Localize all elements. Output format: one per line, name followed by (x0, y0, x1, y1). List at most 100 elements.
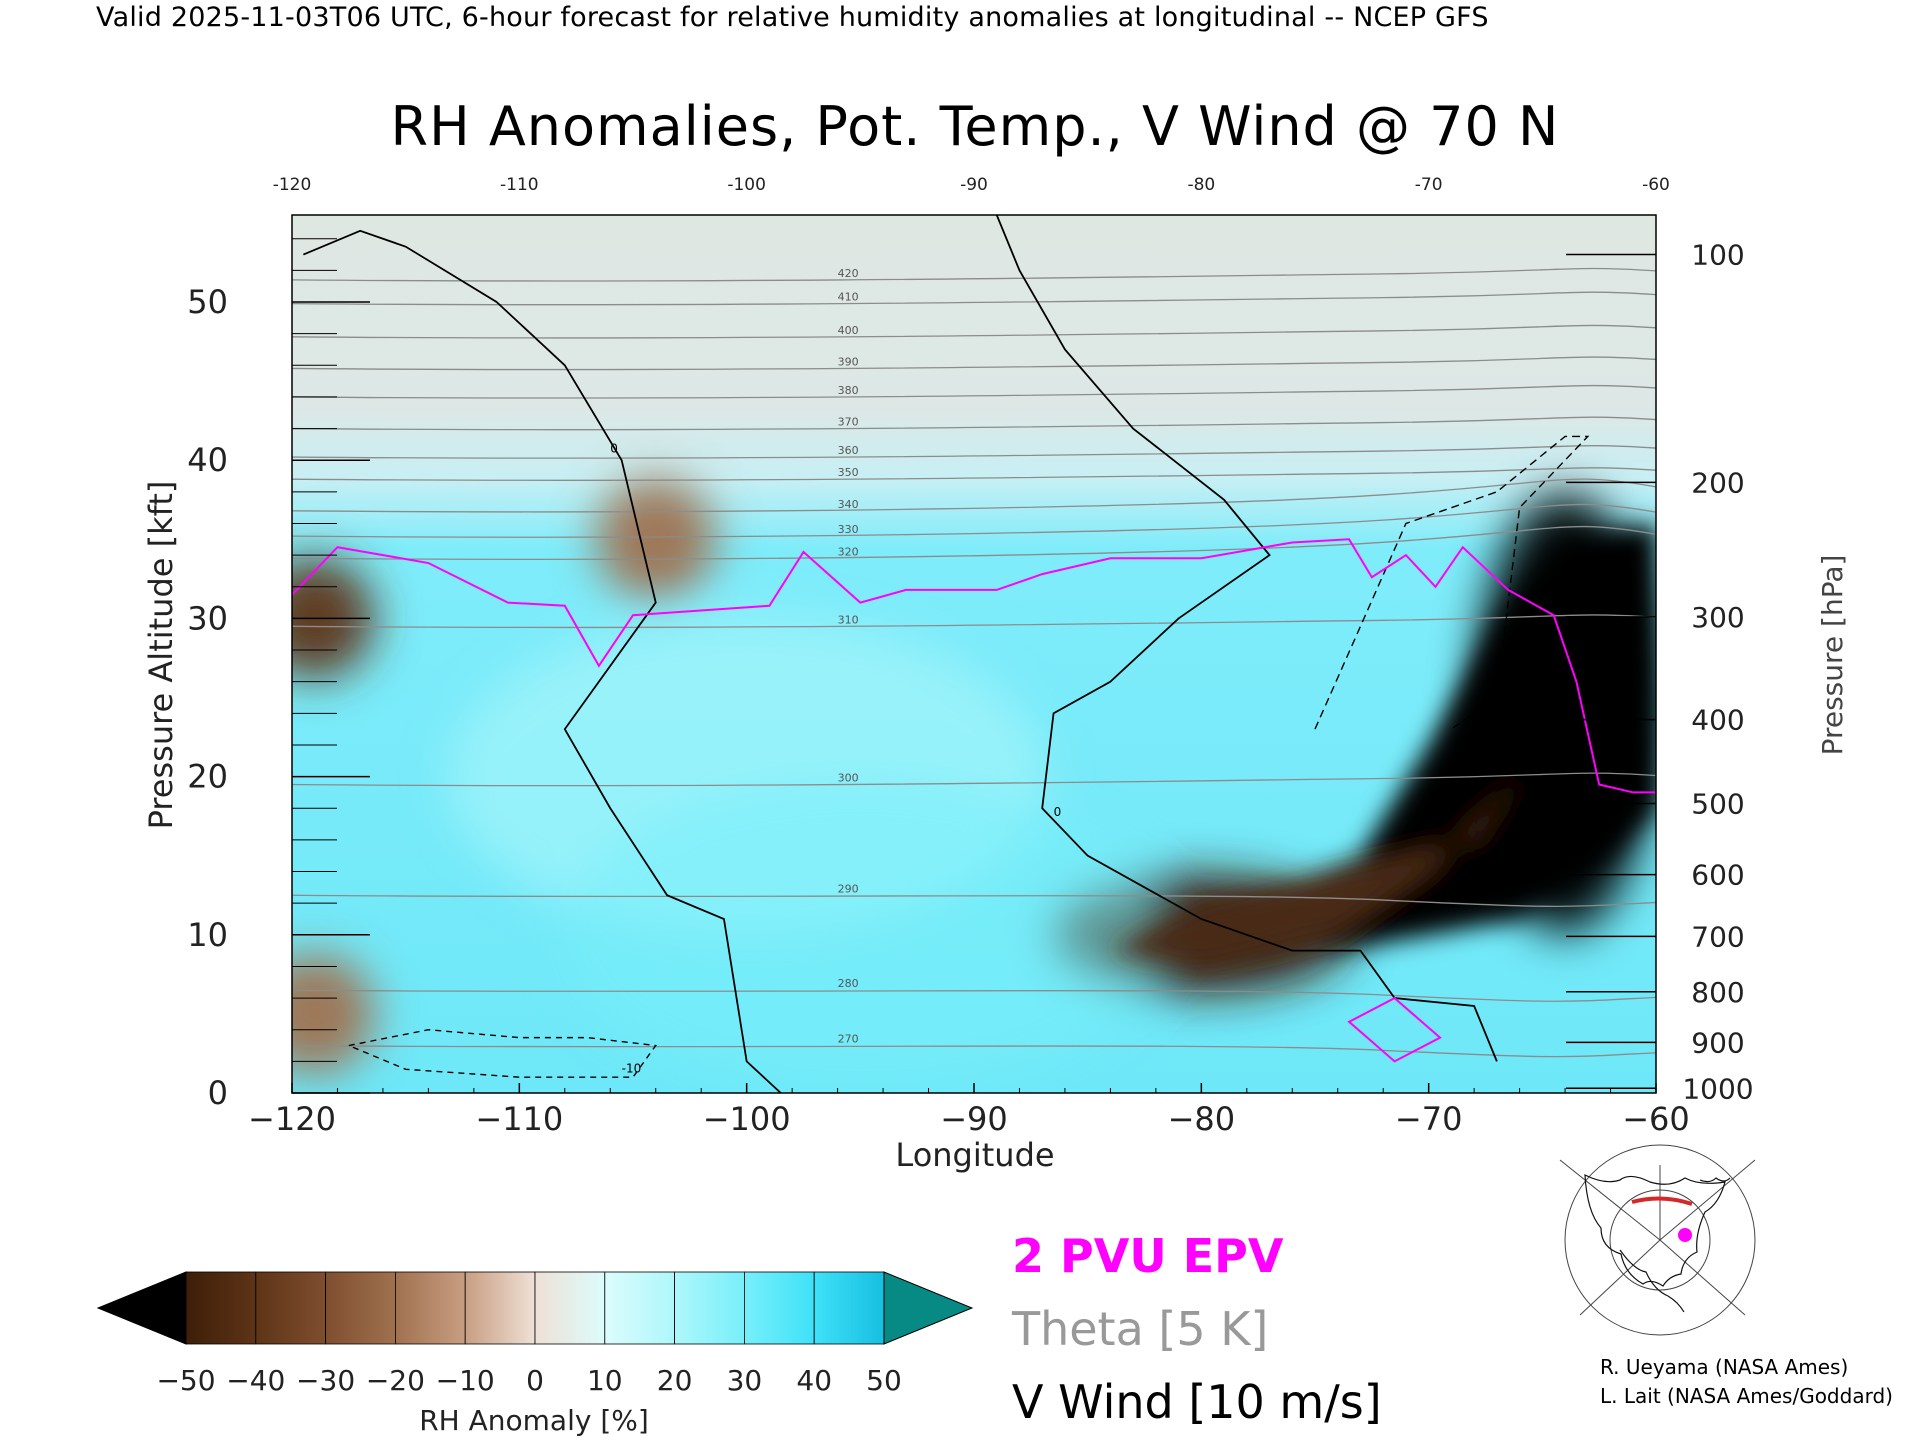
rh-anomaly-core (1110, 776, 1520, 967)
wind-contour-label: -10 (622, 1061, 642, 1075)
y-right-tick-label: 700 (1691, 920, 1744, 953)
x-top-tick-label: -70 (1415, 175, 1443, 195)
y-left-tick-label: 40 (187, 441, 228, 479)
theta-contour (292, 291, 1656, 306)
theta-contour (292, 384, 1656, 399)
y-right-tick-label: 500 (1691, 787, 1744, 820)
pv2-tropopause-line (292, 538, 1656, 794)
colorbar-tick-label: 0 (526, 1364, 544, 1397)
x-top-tick-label: -120 (273, 175, 312, 195)
theta-contour (292, 614, 1656, 629)
theta-contour (292, 989, 1656, 1002)
theta-contour (292, 525, 1656, 560)
y-left-tick-label: 30 (187, 599, 228, 637)
colorbar-tick-label: 30 (727, 1364, 763, 1397)
theta-contour-label: 280 (838, 977, 859, 990)
credit-line-2: L. Lait (NASA Ames/Goddard) (1600, 1384, 1893, 1408)
y-right-tick-label: 400 (1691, 704, 1744, 737)
theta-contour (292, 445, 1656, 459)
theta-contour-label: 300 (838, 772, 859, 785)
y-right-tick-label: 100 (1691, 239, 1744, 272)
colorbar-segment (464, 1271, 536, 1345)
theta-contour-label: 380 (838, 384, 859, 397)
y-left-tick-label: 50 (187, 283, 228, 321)
credit-line-1: R. Ueyama (NASA Ames) (1600, 1355, 1848, 1379)
plot-area: 270 280 290 300 310 320 330 340 350 360 370 380 390 4… (292, 215, 1656, 1093)
wind-contour-label: 0 (1054, 805, 1062, 819)
theta-contour (292, 416, 1656, 431)
colorbar-segment (813, 1271, 885, 1345)
v-wind-zero-contour (995, 215, 1498, 1062)
chart-title: RH Anomalies, Pot. Temp., V Wind @ 70 N (391, 95, 1560, 158)
theta-contour-label: 330 (838, 523, 859, 536)
theta-contour (292, 267, 1656, 282)
theta-contour (292, 356, 1656, 371)
colorbar-segment (325, 1271, 396, 1345)
polar-map-icon (1555, 1144, 1756, 1336)
theta-contour-label: 320 (838, 545, 859, 558)
colorbar-segment (534, 1271, 606, 1345)
y-right-tick-label: 900 (1691, 1026, 1744, 1059)
rh-anomaly-region (595, 479, 716, 600)
rh-anomaly-region (560, 774, 1161, 1093)
colorbar-segment (604, 1271, 675, 1345)
theta-contour (292, 894, 1656, 908)
theta-contour-label: 420 (838, 267, 859, 280)
theta-contour-label: 340 (838, 498, 859, 511)
theta-contour-label: 390 (838, 355, 859, 368)
x-tick-label: −80 (1168, 1100, 1236, 1138)
rh-anomaly-region (292, 953, 375, 1074)
y-right-tick-label: 800 (1691, 976, 1744, 1009)
colorbar-segment (744, 1271, 815, 1345)
y-left-tick-label: 20 (187, 758, 228, 796)
x-tick-label: −70 (1395, 1100, 1463, 1138)
colorbar-tick-label: −30 (296, 1364, 355, 1397)
colorbar-tick-label: −10 (436, 1364, 495, 1397)
theta-contour-label: 410 (838, 291, 859, 304)
theta-contour-label: 290 (838, 882, 859, 895)
y-axis-right-title: Pressure [hPa] (1816, 555, 1849, 756)
x-tick-label: −60 (1622, 1100, 1690, 1138)
y-left-tick-label: 0 (208, 1074, 228, 1112)
x-top-tick-label: -80 (1187, 175, 1215, 195)
y-right-tick-label: 600 (1691, 859, 1744, 892)
colorbar-tick-label: −20 (366, 1364, 425, 1397)
x-tick-label: −110 (475, 1100, 563, 1138)
x-top-tick-label: -60 (1642, 175, 1670, 195)
colorbar-label: RH Anomaly [%] (419, 1404, 649, 1437)
y-axis-left-title: Pressure Altitude [kft] (142, 481, 180, 830)
colorbar-segment (255, 1271, 327, 1345)
colorbar-max-arrow (883, 1271, 974, 1345)
pv2-closed-contour (1347, 996, 1442, 1063)
theta-contour-label: 350 (838, 466, 859, 479)
v-wind-negative-contour (348, 1029, 657, 1078)
x-tick-label: −90 (940, 1100, 1008, 1138)
wind-contour-label: 0 (610, 441, 618, 455)
theta-contour (292, 1044, 1656, 1058)
x-tick-label: −120 (248, 1100, 336, 1138)
y-right-tick-label: 200 (1691, 466, 1744, 499)
theta-contour (292, 772, 1656, 787)
colorbar-tick-label: 10 (587, 1364, 623, 1397)
legend-pv2: 2 PVU EPV (1012, 1229, 1284, 1283)
theta-contour (292, 503, 1656, 538)
colorbar-tick-label: 40 (796, 1364, 832, 1397)
theta-contour-label: 310 (838, 613, 859, 626)
theta-contour (292, 324, 1656, 339)
x-axis-title: Longitude (895, 1136, 1054, 1174)
x-top-tick-label: -110 (500, 175, 539, 195)
legend-theta: Theta [5 K] (1011, 1302, 1268, 1356)
v-wind-negative-contour (1314, 435, 1590, 730)
valid-time-line: Valid 2025-11-03T06 UTC, 6-hour forecast… (96, 2, 1489, 33)
colorbar-tick-label: 50 (866, 1364, 902, 1397)
x-top-tick-label: -90 (960, 175, 988, 195)
colorbar-tick-label: 20 (657, 1364, 693, 1397)
colorbar-segment (185, 1271, 257, 1345)
colorbar-tick-label: −50 (156, 1364, 215, 1397)
y-left-tick-label: 10 (187, 916, 228, 954)
rh-anomaly-core (1201, 523, 1656, 951)
legend-vwind: V Wind [10 m/s] (1012, 1375, 1382, 1429)
theta-contour-label: 270 (838, 1033, 859, 1046)
theta-contour-label: 370 (838, 416, 859, 429)
